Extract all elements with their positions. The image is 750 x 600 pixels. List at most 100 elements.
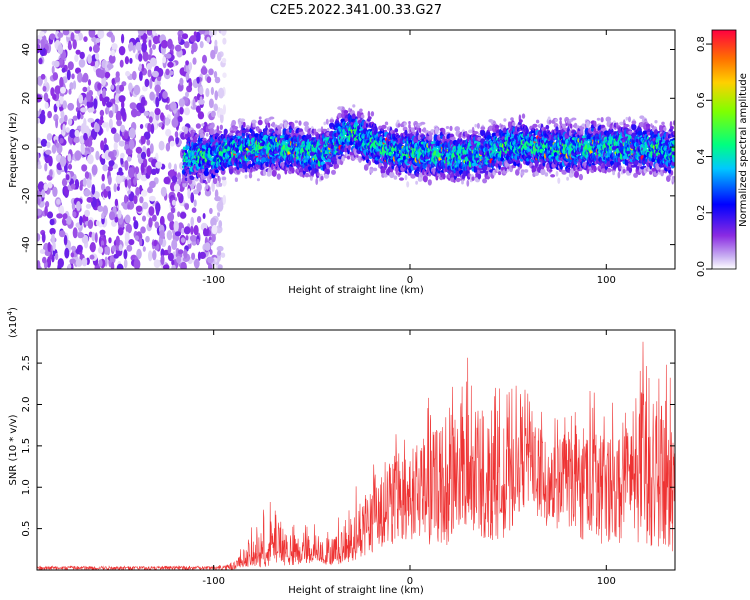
noise-blob xyxy=(78,94,84,104)
ridge-blob xyxy=(276,173,281,180)
noise-blob xyxy=(116,119,122,127)
ridge-blob xyxy=(182,182,187,188)
noise-blob xyxy=(101,212,105,219)
ridge-blob xyxy=(186,134,190,138)
noise-blob xyxy=(85,203,92,209)
ridge-blob xyxy=(512,121,516,127)
noise-blob xyxy=(135,205,143,212)
noise-blob xyxy=(79,215,83,226)
ridge-blob xyxy=(404,174,408,181)
noise-blob xyxy=(37,181,45,192)
noise-blob xyxy=(69,82,74,90)
noise-blob xyxy=(170,101,177,111)
ridge-blob xyxy=(215,172,219,177)
noise-blob xyxy=(37,152,40,163)
ridge-blob xyxy=(498,171,502,176)
ridge-blob xyxy=(437,173,441,177)
ridge-blob xyxy=(442,128,446,135)
noise-blob xyxy=(102,205,109,216)
noise-blob xyxy=(146,165,152,176)
noise-blob xyxy=(86,178,92,189)
ridge-blob xyxy=(205,132,209,137)
noise-blob xyxy=(66,69,71,81)
ridge-blob xyxy=(315,178,319,185)
noise-blob xyxy=(113,132,120,144)
ridge-blob xyxy=(429,133,433,140)
noise-blob xyxy=(119,59,124,68)
noise-blob xyxy=(82,72,89,83)
noise-blob xyxy=(147,123,152,133)
noise-blob xyxy=(58,205,65,216)
ridge-blob xyxy=(189,176,195,181)
noise-blob xyxy=(104,71,111,79)
noise-blob xyxy=(95,150,100,161)
noise-blob xyxy=(59,156,67,167)
noise-blob xyxy=(118,167,123,174)
noise-blob xyxy=(193,31,197,37)
noise-blob xyxy=(84,209,90,217)
noise-blob xyxy=(111,245,117,252)
noise-blob xyxy=(177,115,183,123)
noise-blob xyxy=(139,196,144,204)
noise-blob xyxy=(82,86,88,93)
noise-blob xyxy=(92,44,100,53)
noise-blob xyxy=(59,117,64,124)
ridge-blob xyxy=(325,118,329,125)
noise-blob xyxy=(119,84,125,92)
ridge-blob xyxy=(359,108,363,113)
noise-blob xyxy=(68,88,72,95)
noise-blob xyxy=(96,220,100,227)
noise-blob xyxy=(175,136,180,145)
noise-blob xyxy=(152,250,157,261)
noise-blob xyxy=(57,44,64,55)
noise-blob xyxy=(41,232,46,243)
noise-blob xyxy=(69,128,76,139)
noise-blob xyxy=(191,207,197,213)
noise-blob xyxy=(107,166,113,172)
ridge-blob xyxy=(213,157,217,162)
noise-blob xyxy=(210,217,217,227)
noise-blob xyxy=(116,185,120,191)
ridge-blob xyxy=(384,121,389,126)
noise-blob xyxy=(190,216,194,227)
noise-blob xyxy=(124,231,130,243)
noise-blob xyxy=(70,183,76,190)
noise-blob xyxy=(63,234,68,246)
noise-blob xyxy=(196,238,200,245)
noise-blob xyxy=(94,232,98,243)
noise-blob xyxy=(108,54,116,64)
noise-blob xyxy=(167,245,172,254)
noise-blob xyxy=(59,76,64,88)
noise-blob xyxy=(161,39,168,49)
noise-blob xyxy=(88,90,93,97)
noise-blob xyxy=(37,164,42,170)
noise-blob xyxy=(131,70,137,81)
noise-blob xyxy=(87,79,92,86)
noise-blob xyxy=(155,204,160,216)
noise-blob xyxy=(74,179,80,190)
noise-blob xyxy=(113,142,118,151)
noise-blob xyxy=(139,238,143,247)
ridge-blob xyxy=(399,177,404,181)
ridge-blob xyxy=(241,168,246,173)
noise-blob xyxy=(184,203,189,210)
noise-blob xyxy=(42,256,47,264)
noise-blob xyxy=(121,33,125,44)
ridge-blob xyxy=(466,179,470,187)
noise-blob xyxy=(115,174,123,184)
ridge-blob xyxy=(294,120,299,124)
noise-blob xyxy=(115,235,120,246)
ridge-blob xyxy=(231,119,237,126)
ridge-blob xyxy=(267,122,271,128)
ridge-blob xyxy=(184,149,188,154)
noise-blob xyxy=(147,54,152,61)
noise-blob xyxy=(91,184,96,195)
noise-blob xyxy=(124,194,128,204)
noise-blob xyxy=(120,107,126,117)
ridge-blob xyxy=(251,119,257,125)
noise-blob xyxy=(93,98,98,110)
ridge-blob xyxy=(352,104,356,108)
noise-blob xyxy=(87,107,95,113)
noise-blob xyxy=(193,258,200,269)
